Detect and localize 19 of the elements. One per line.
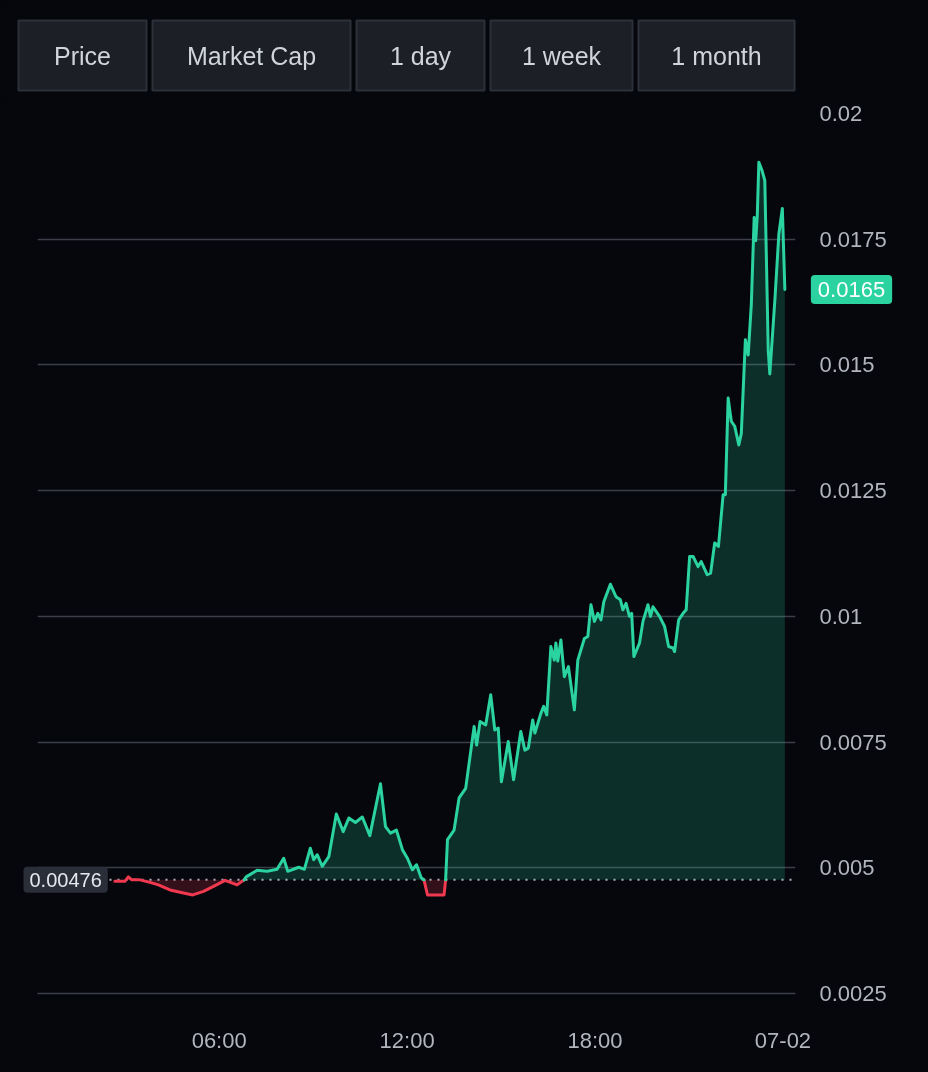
annotation: 0.0165 [817, 277, 886, 302]
y-tick-label: 0.0175 [819, 226, 887, 252]
y-tick-label: 0.01 [819, 603, 863, 629]
x-tick-label: 12:00 [379, 1027, 435, 1053]
ref-line-label: 0.00476 [29, 868, 102, 891]
x-tick-label: 07-02 [754, 1027, 812, 1053]
text: 1 month [671, 41, 762, 70]
text: Price [54, 41, 111, 70]
y-tick-label: 0.0075 [819, 729, 887, 755]
y-tick-label: 0.015 [819, 352, 875, 378]
x-tick-label: 06:00 [191, 1027, 247, 1053]
y-tick-label: 0.02 [819, 101, 863, 126]
y-tick-label: 0.0025 [819, 981, 887, 1006]
y-tick-label: 0.005 [819, 855, 875, 881]
text: 1 day [389, 41, 452, 70]
x-tick-label: 18:00 [567, 1027, 623, 1053]
y-tick-label: 0.0125 [819, 478, 887, 504]
text: Market Cap [186, 41, 317, 70]
text: 1 week [521, 41, 602, 70]
